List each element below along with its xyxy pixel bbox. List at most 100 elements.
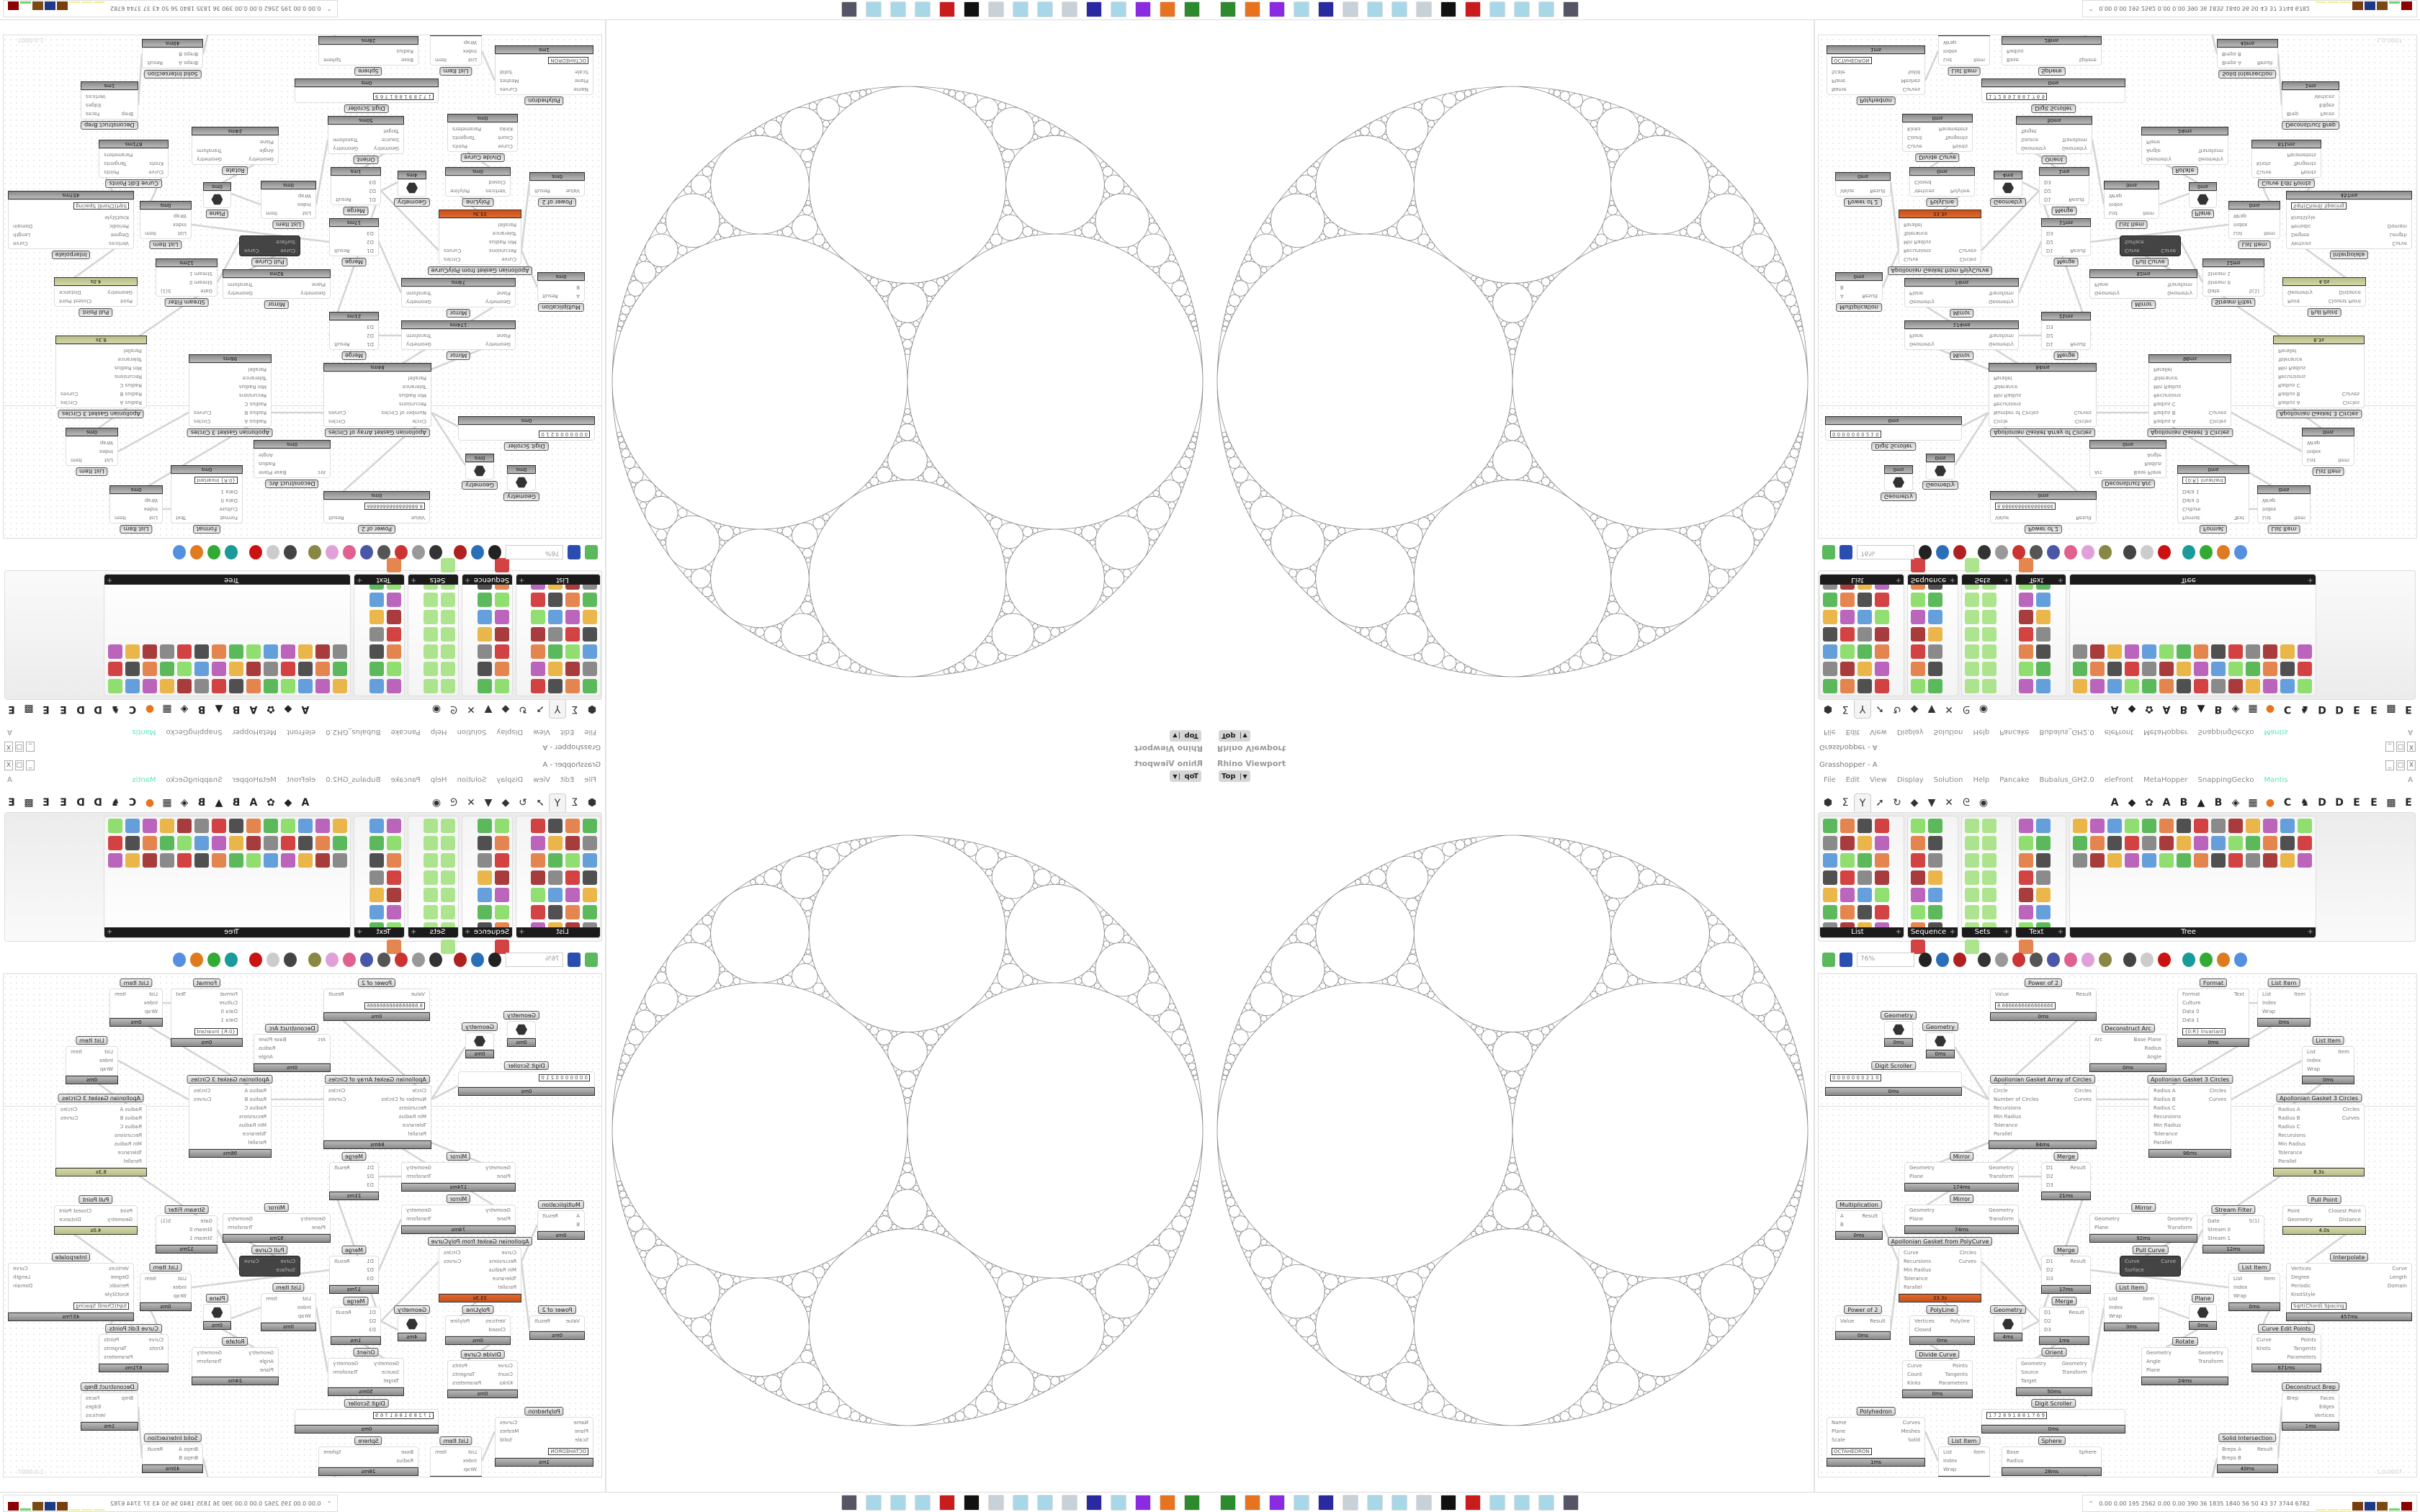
component-icon[interactable] <box>565 905 580 919</box>
input-port[interactable]: Angle <box>259 148 274 153</box>
output-port[interactable]: Tangents <box>452 1372 475 1377</box>
output-port[interactable]: Circles <box>2074 1088 2092 1094</box>
input-port[interactable]: Wrap <box>2233 213 2247 219</box>
output-port[interactable]: Edges <box>2318 1404 2335 1410</box>
tab-mesh-icon[interactable]: ▼ <box>1927 703 1936 715</box>
gh-component-format[interactable]: Format Format Culture Data 0 Data 1 Text {0:R}… <box>171 465 243 534</box>
plugin-tab[interactable]: D <box>94 797 102 809</box>
input-port[interactable]: Parallel <box>2154 366 2172 372</box>
input-port[interactable]: D1 <box>367 341 374 347</box>
menu-edit[interactable]: Edit <box>1845 728 1860 736</box>
component-icon[interactable] <box>281 836 295 850</box>
component-icon[interactable] <box>548 662 563 676</box>
output-port[interactable]: Result <box>534 1318 550 1324</box>
component-icon[interactable] <box>246 644 261 659</box>
output-port[interactable]: Item <box>435 1449 447 1455</box>
component-icon[interactable] <box>2280 819 2295 833</box>
component-icon[interactable] <box>2019 644 2033 659</box>
component-icon[interactable] <box>478 853 492 868</box>
gh-component-pull-point[interactable]: Pull Point Point Geometry Closest Point Dist… <box>54 277 138 317</box>
component-icon[interactable] <box>441 819 455 833</box>
output-port[interactable]: Vertices <box>85 94 106 99</box>
output-port[interactable]: Curve <box>13 1266 28 1272</box>
expand-plus-icon[interactable]: + <box>411 928 417 936</box>
component-icon[interactable] <box>2246 662 2260 676</box>
component-icon[interactable] <box>583 593 597 607</box>
output-port[interactable]: Result <box>147 1446 163 1452</box>
component-icon[interactable] <box>1857 593 1872 607</box>
component-icon[interactable] <box>2036 905 2051 919</box>
menu-view[interactable]: View <box>533 728 550 736</box>
component-icon[interactable] <box>369 836 384 850</box>
component-icon[interactable] <box>281 662 295 676</box>
input-port[interactable]: Recursions <box>239 1114 266 1120</box>
input-port[interactable]: Brep <box>121 1395 133 1401</box>
input-port[interactable]: Radius C <box>120 1124 142 1130</box>
input-port[interactable]: Radius C <box>244 401 266 407</box>
input-port[interactable]: Radius B <box>2278 1115 2300 1121</box>
component-icon[interactable] <box>583 853 597 868</box>
input-port[interactable]: Data 1 <box>2182 1017 2200 1023</box>
blue-sphere-icon[interactable] <box>173 545 186 559</box>
purple-app-icon[interactable] <box>1135 1 1151 17</box>
input-port[interactable]: D3 <box>367 230 374 236</box>
component-icon[interactable] <box>478 679 492 693</box>
input-port[interactable]: B <box>576 1222 580 1228</box>
component-icon[interactable] <box>108 662 122 676</box>
output-port[interactable]: Circles <box>60 1107 78 1112</box>
output-port[interactable]: Transform <box>2061 137 2087 143</box>
input-port[interactable]: Recursions <box>115 374 142 379</box>
gh-component-merge[interactable]: Merge D1 D2 D3 Result 1ms <box>2039 1297 2089 1345</box>
input-port[interactable]: Radius B <box>120 391 143 397</box>
output-port[interactable]: Vertices <box>2314 1413 2335 1418</box>
gh-component-divide-curve[interactable]: Divide Curve Curve Count Kinks Points Tangent… <box>1902 114 1973 162</box>
input-port[interactable]: Wrap <box>2262 1009 2276 1014</box>
input-port[interactable]: KnotStyle <box>104 1292 129 1297</box>
input-port[interactable]: Plane <box>311 282 326 287</box>
gh-component-merge[interactable]: Merge D1 D2 D3 Result 17ms <box>2041 218 2091 266</box>
robot-icon[interactable] <box>1563 1 1579 17</box>
input-port[interactable]: Radius A <box>120 400 143 405</box>
output-port[interactable]: Transform <box>228 1225 253 1230</box>
firefox-icon[interactable] <box>1160 1495 1175 1511</box>
plugin-tab[interactable]: B <box>2214 703 2223 715</box>
output-port[interactable]: Transform <box>1989 333 2014 338</box>
output-port[interactable]: Circles <box>444 256 461 262</box>
input-port[interactable]: Index <box>99 1058 113 1063</box>
plugin-tab[interactable]: D <box>2318 703 2326 715</box>
gh-component-rotate[interactable]: Rotate Geometry Angle Plane Geometry Transfor… <box>192 1337 279 1385</box>
input-port[interactable]: Parallel <box>408 1131 426 1137</box>
output-port[interactable]: Distance <box>59 1217 81 1223</box>
input-port[interactable]: Kinks <box>499 1380 513 1386</box>
input-port[interactable]: Geometry <box>485 1165 511 1171</box>
input-port[interactable]: Culture <box>2182 1000 2201 1006</box>
input-port[interactable]: Index <box>143 506 158 512</box>
component-icon[interactable] <box>1875 662 1889 676</box>
component-icon[interactable] <box>495 853 509 868</box>
tab-curve-icon[interactable]: ↻ <box>1893 797 1901 809</box>
input-port[interactable]: Angle <box>2146 148 2161 153</box>
output-port[interactable]: Circles <box>1959 256 1976 262</box>
output-port[interactable]: Distance <box>2339 1217 2361 1223</box>
expand-plus-icon[interactable]: + <box>465 928 471 936</box>
input-port[interactable]: Plane <box>1909 1216 1924 1222</box>
input-port[interactable]: D2 <box>2046 1174 2053 1179</box>
output-port[interactable]: Faces <box>85 111 100 117</box>
input-port[interactable]: Curve <box>148 169 163 175</box>
output-port[interactable]: Geometry <box>2061 1361 2087 1367</box>
output-port[interactable]: Sphere <box>323 1449 341 1455</box>
panel-label[interactable]: Text + <box>2016 927 2066 937</box>
gh-component-pull-curve[interactable]: Pull Curve Curve Surface Curve <box>2120 1246 2181 1277</box>
output-port[interactable]: Text <box>176 515 187 521</box>
component-value[interactable]: 0 0 0 0 0 0 0 2 1 0 <box>1830 1074 1881 1081</box>
panel-label[interactable]: List + <box>1820 927 1904 937</box>
gh-component-plane[interactable]: Plane 0ms <box>2189 1294 2217 1330</box>
input-port[interactable]: Min Radius <box>488 1267 516 1273</box>
plugin-tab[interactable]: A <box>2110 703 2119 715</box>
teal-icon[interactable] <box>2182 545 2195 559</box>
gh-component-deconstruct-brep[interactable]: Deconstruct Brep Brep Faces Edges Vertices 1m… <box>80 81 138 130</box>
input-port[interactable]: Point <box>2287 298 2300 304</box>
tab-vector-arrow-icon[interactable]: ➚ <box>536 797 544 809</box>
